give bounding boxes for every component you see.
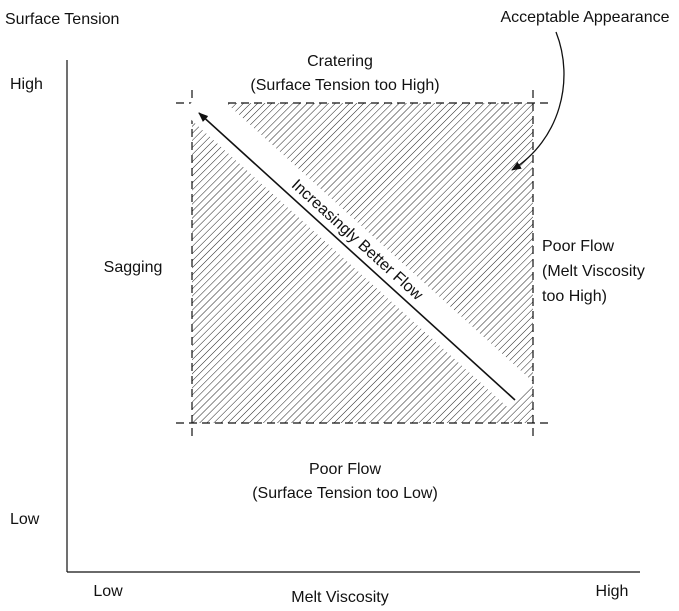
- callout-arrow: [511, 31, 565, 171]
- region-label: Sagging: [104, 259, 163, 276]
- y-low: Low: [10, 511, 40, 528]
- x-low: Low: [93, 583, 123, 600]
- region-label: (Surface Tension too Low): [252, 485, 438, 502]
- region-label: (Melt Viscosity: [542, 263, 645, 280]
- y-axis-title: Surface Tension: [5, 11, 119, 28]
- region-label: Poor Flow: [542, 238, 614, 255]
- region-label: (Surface Tension too High): [250, 77, 439, 94]
- x-axis-title: Melt Viscosity: [291, 589, 389, 606]
- y-high: High: [10, 76, 43, 93]
- x-high: High: [596, 583, 629, 600]
- region-label: too High): [542, 288, 607, 305]
- region-border: [176, 90, 552, 438]
- region-label: Cratering: [307, 53, 373, 70]
- flow-arrow: [198, 112, 516, 401]
- region-label: Poor Flow: [309, 461, 381, 478]
- callout-label: Acceptable Appearance: [500, 9, 669, 26]
